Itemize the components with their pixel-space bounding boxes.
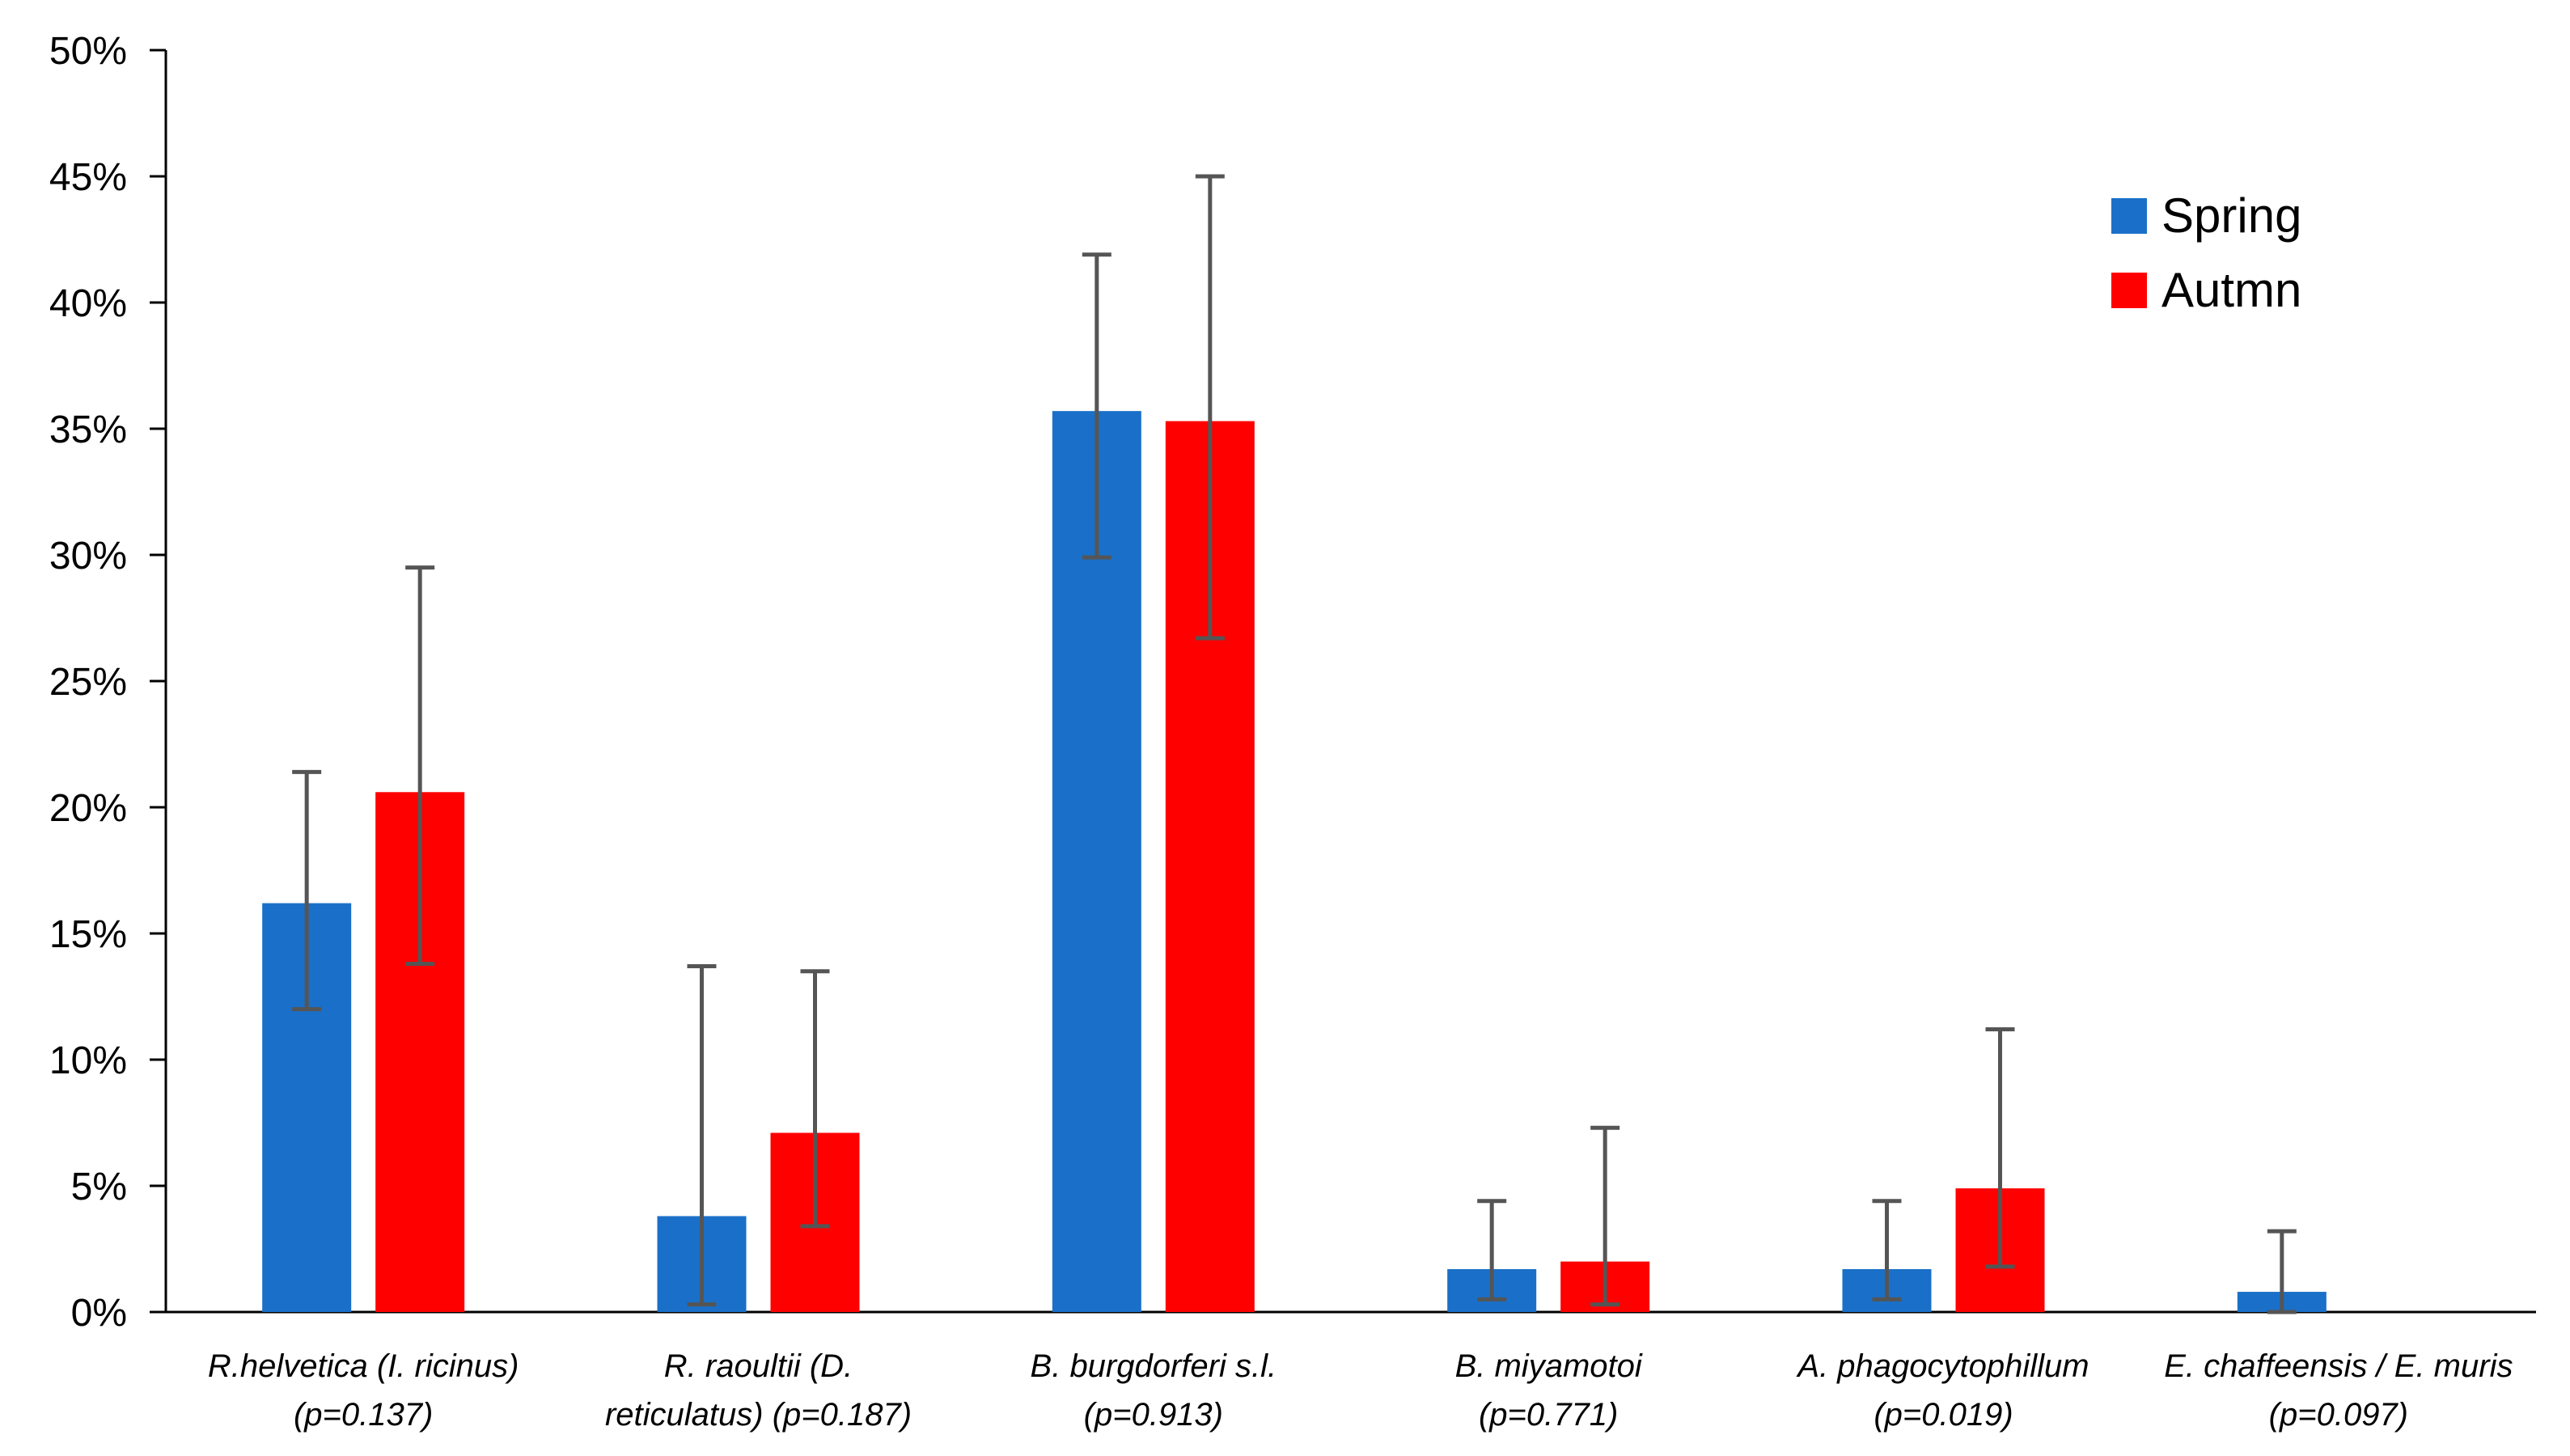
- legend-label-autmn: Autmn: [2161, 263, 2301, 317]
- x-category-label: reticulatus) (p=0.187): [605, 1397, 912, 1433]
- x-category-label: B. miyamotoi: [1455, 1348, 1643, 1384]
- x-category-label: E. chaffeensis / E. muris: [2164, 1348, 2513, 1384]
- category-labels: R.helvetica (I. ricinus) (p=0.137) R. raou…: [208, 1348, 2513, 1433]
- y-axis: 0% 5% 10% 15% 20% 25% 30% 35% 40% 45% 50%: [49, 30, 167, 1335]
- x-category-label: (p=0.019): [1874, 1397, 2013, 1433]
- error-bars: [292, 174, 2297, 1314]
- y-tick-label: 5%: [71, 1166, 127, 1208]
- bar-spring-2: [1052, 411, 1141, 1312]
- x-category-label: (p=0.771): [1479, 1397, 1618, 1433]
- y-tick-label: 20%: [49, 787, 127, 830]
- x-category-label: B. burgdorferi s.l.: [1031, 1348, 1277, 1384]
- x-category-label: (p=0.097): [2269, 1397, 2408, 1433]
- legend-swatch-autmn: [2111, 273, 2147, 308]
- y-tick-label: 30%: [49, 535, 127, 578]
- y-tick-label: 45%: [49, 156, 127, 199]
- y-tick-label: 40%: [49, 282, 127, 325]
- x-category-label: R. raoultii (D.: [664, 1348, 853, 1384]
- y-tick-label: 35%: [49, 408, 127, 451]
- y-tick-label: 15%: [49, 913, 127, 956]
- x-category-label: A. phagocytophillum: [1796, 1348, 2089, 1384]
- x-category-label: (p=0.913): [1084, 1397, 1223, 1433]
- x-category-label: (p=0.137): [294, 1397, 433, 1433]
- legend-swatch-spring: [2111, 198, 2147, 234]
- legend-label-spring: Spring: [2161, 188, 2301, 243]
- y-tick-label: 10%: [49, 1039, 127, 1082]
- y-tick-label: 25%: [49, 661, 127, 704]
- y-tick-label: 0%: [71, 1292, 127, 1335]
- y-tick-label: 50%: [49, 30, 127, 73]
- bars: [262, 411, 2327, 1312]
- legend: Spring Autmn: [2111, 188, 2301, 317]
- x-category-label: R.helvetica (I. ricinus): [208, 1348, 519, 1384]
